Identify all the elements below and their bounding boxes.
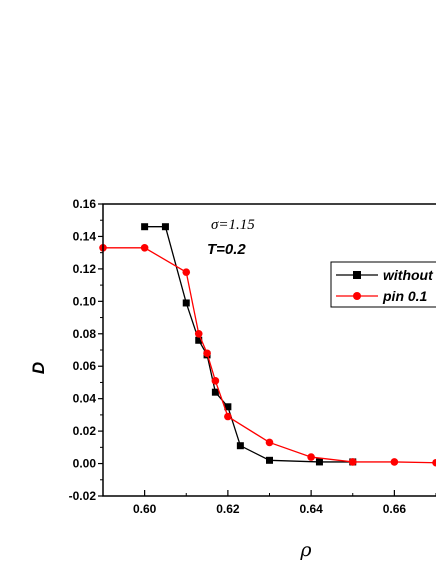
x-axis-title: ρ <box>299 539 312 561</box>
y-tick-label: -0.02 <box>69 489 97 503</box>
data-point <box>236 442 244 450</box>
y-tick-label: 0.08 <box>73 327 97 341</box>
legend-box <box>330 261 436 308</box>
x-tick-label: 0.60 <box>133 502 157 516</box>
data-point <box>195 336 203 344</box>
y-tick-label: 0.14 <box>73 229 97 243</box>
x-tick-label: 0.64 <box>299 502 323 516</box>
data-point <box>307 453 315 461</box>
data-point <box>432 458 436 467</box>
data-point <box>224 412 232 421</box>
data-point <box>203 349 211 358</box>
legend-marker-pin <box>353 292 361 300</box>
data-point <box>224 403 232 411</box>
x-tick-label: 0.66 <box>383 502 407 516</box>
data-point <box>182 268 191 276</box>
data-point <box>211 377 220 385</box>
legend-marker-without <box>353 271 361 279</box>
y-axis-title: D <box>29 362 48 374</box>
series-pin <box>99 244 436 467</box>
x-tick-labels: 0.60 0.62 0.64 0.66 <box>133 502 406 516</box>
data-point <box>194 329 203 338</box>
y-tick-labels: -0.02 0.00 0.02 0.04 0.06 0.08 0.10 0.12 0.14 0.1… <box>69 197 97 503</box>
series-line <box>103 247 436 464</box>
y-tick-label: 0.00 <box>73 457 97 471</box>
annotation-temperature: T=0.2 <box>207 241 246 258</box>
data-point <box>315 458 323 466</box>
x-tick-label: 0.62 <box>216 502 240 516</box>
legend: without pin 0.1 <box>330 261 436 308</box>
data-point <box>211 388 219 396</box>
axis-ticks <box>98 203 436 497</box>
y-tick-label: 0.06 <box>73 359 97 373</box>
series-line <box>144 226 353 463</box>
data-point <box>140 244 149 252</box>
data-point <box>161 223 169 231</box>
data-point <box>390 458 399 466</box>
annotation-sigma: σ=1.15 <box>211 217 255 233</box>
data-point <box>182 299 190 307</box>
legend-label-pin: pin 0.1 <box>382 288 428 304</box>
data-point <box>265 438 274 447</box>
data-point <box>266 456 273 464</box>
y-tick-label: 0.02 <box>73 424 97 438</box>
data-point <box>348 458 357 466</box>
plot-frame <box>102 203 436 497</box>
y-tick-label: 0.10 <box>73 294 97 308</box>
y-tick-label: 0.04 <box>73 392 97 406</box>
y-tick-label: 0.16 <box>73 197 97 211</box>
legend-label-without: without <box>383 267 434 283</box>
y-tick-label: 0.12 <box>73 262 97 276</box>
series-layer <box>99 223 436 467</box>
data-point <box>141 223 149 231</box>
